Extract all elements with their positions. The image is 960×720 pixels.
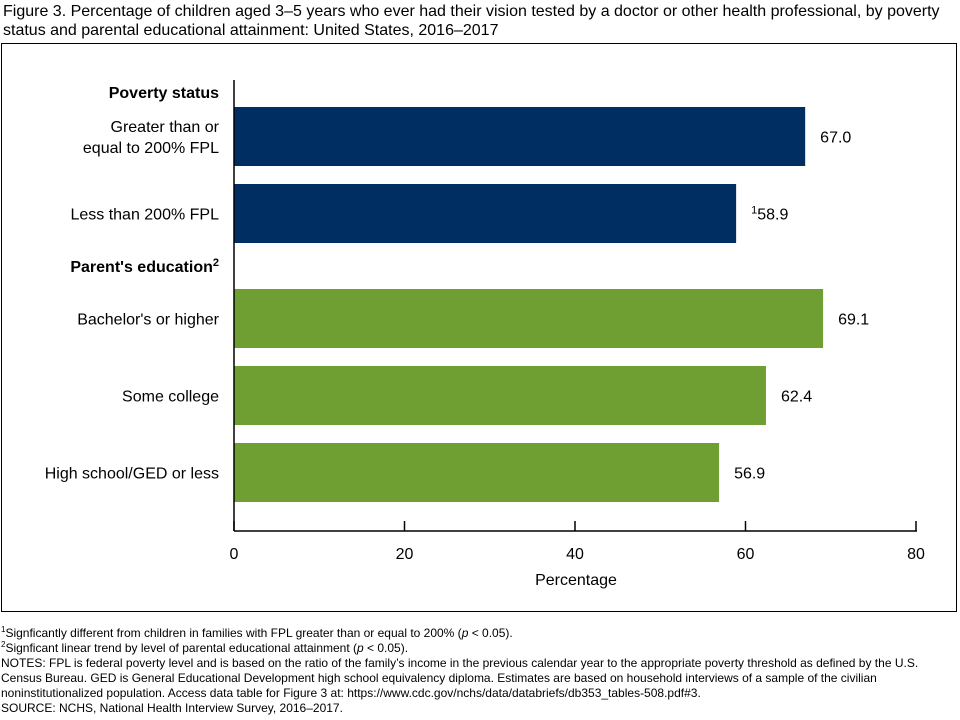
category-label: equal to 200% FPL bbox=[83, 140, 219, 157]
bar bbox=[234, 443, 720, 502]
x-tick-label: 20 bbox=[396, 546, 414, 563]
footnote-1: 1Signficantly different from children in… bbox=[1, 625, 513, 641]
x-tick-label: 0 bbox=[230, 546, 239, 563]
data-label: 158.9 bbox=[751, 205, 788, 224]
data-label: 56.9 bbox=[734, 466, 765, 483]
footnotes: 1Signficantly different from children in… bbox=[1, 626, 959, 716]
bar bbox=[234, 184, 737, 243]
category-label: Less than 200% FPL bbox=[70, 207, 219, 224]
data-label: 67.0 bbox=[820, 130, 851, 147]
notes-text: NOTES: FPL is federal poverty level and … bbox=[1, 656, 919, 700]
x-tick-label: 80 bbox=[907, 546, 925, 563]
x-tick-label: 40 bbox=[566, 546, 584, 563]
data-label: 69.1 bbox=[838, 312, 869, 329]
category-label: Some college bbox=[122, 389, 219, 406]
category-label: High school/GED or less bbox=[45, 466, 219, 483]
bar bbox=[234, 289, 824, 348]
source-text: SOURCE: NCHS, National Health Interview … bbox=[1, 701, 343, 715]
bar bbox=[234, 107, 806, 166]
footnote-2: 2Signficant linear trend by level of par… bbox=[1, 640, 409, 656]
bar-chart: Poverty status Parent's education2 Greater… bbox=[45, 80, 925, 589]
chart-frame bbox=[1, 43, 957, 612]
bar bbox=[234, 366, 766, 425]
x-axis-label: Percentage bbox=[535, 572, 617, 589]
figure-title: Figure 3. Percentage of children aged 3–… bbox=[3, 3, 940, 39]
category-label: Bachelor's or higher bbox=[77, 312, 219, 329]
group-label: Parent's education2 bbox=[70, 257, 219, 276]
group-label: Poverty status bbox=[109, 85, 219, 102]
data-label: 62.4 bbox=[781, 389, 812, 406]
x-tick-label: 60 bbox=[737, 546, 755, 563]
category-label: Greater than or bbox=[111, 119, 220, 136]
